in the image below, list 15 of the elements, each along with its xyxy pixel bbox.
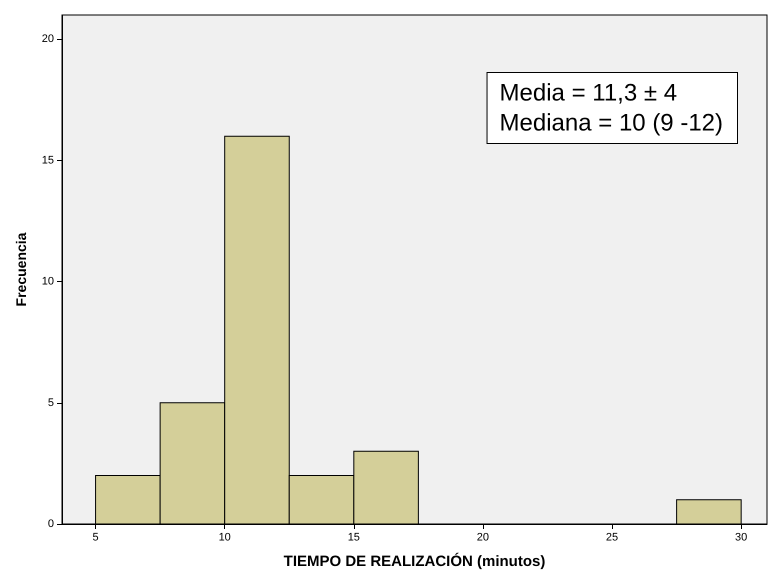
x-axis-title: TIEMPO DE REALIZACIÓN (minutos) xyxy=(284,552,546,570)
annotation: Mediana = 10 (9 -12) xyxy=(500,110,724,136)
y-tick-label: 15 xyxy=(42,154,54,166)
y-tick-label: 10 xyxy=(42,276,54,288)
x-tick-label: 10 xyxy=(218,532,231,544)
y-tick-label: 5 xyxy=(48,396,54,409)
y-tick-label: 0 xyxy=(48,518,54,530)
annotation: Media = 11,3 ± 4 xyxy=(500,80,678,106)
x-tick-label: 25 xyxy=(606,532,618,544)
x-tick-label: 15 xyxy=(348,532,360,544)
x-tick-label: 20 xyxy=(476,532,490,544)
y-tick-label: 20 xyxy=(42,33,54,46)
x-tick-label: 30 xyxy=(735,532,748,544)
y-axis-title: Frecuencia xyxy=(13,232,29,306)
x-tick-label: 5 xyxy=(92,532,99,544)
